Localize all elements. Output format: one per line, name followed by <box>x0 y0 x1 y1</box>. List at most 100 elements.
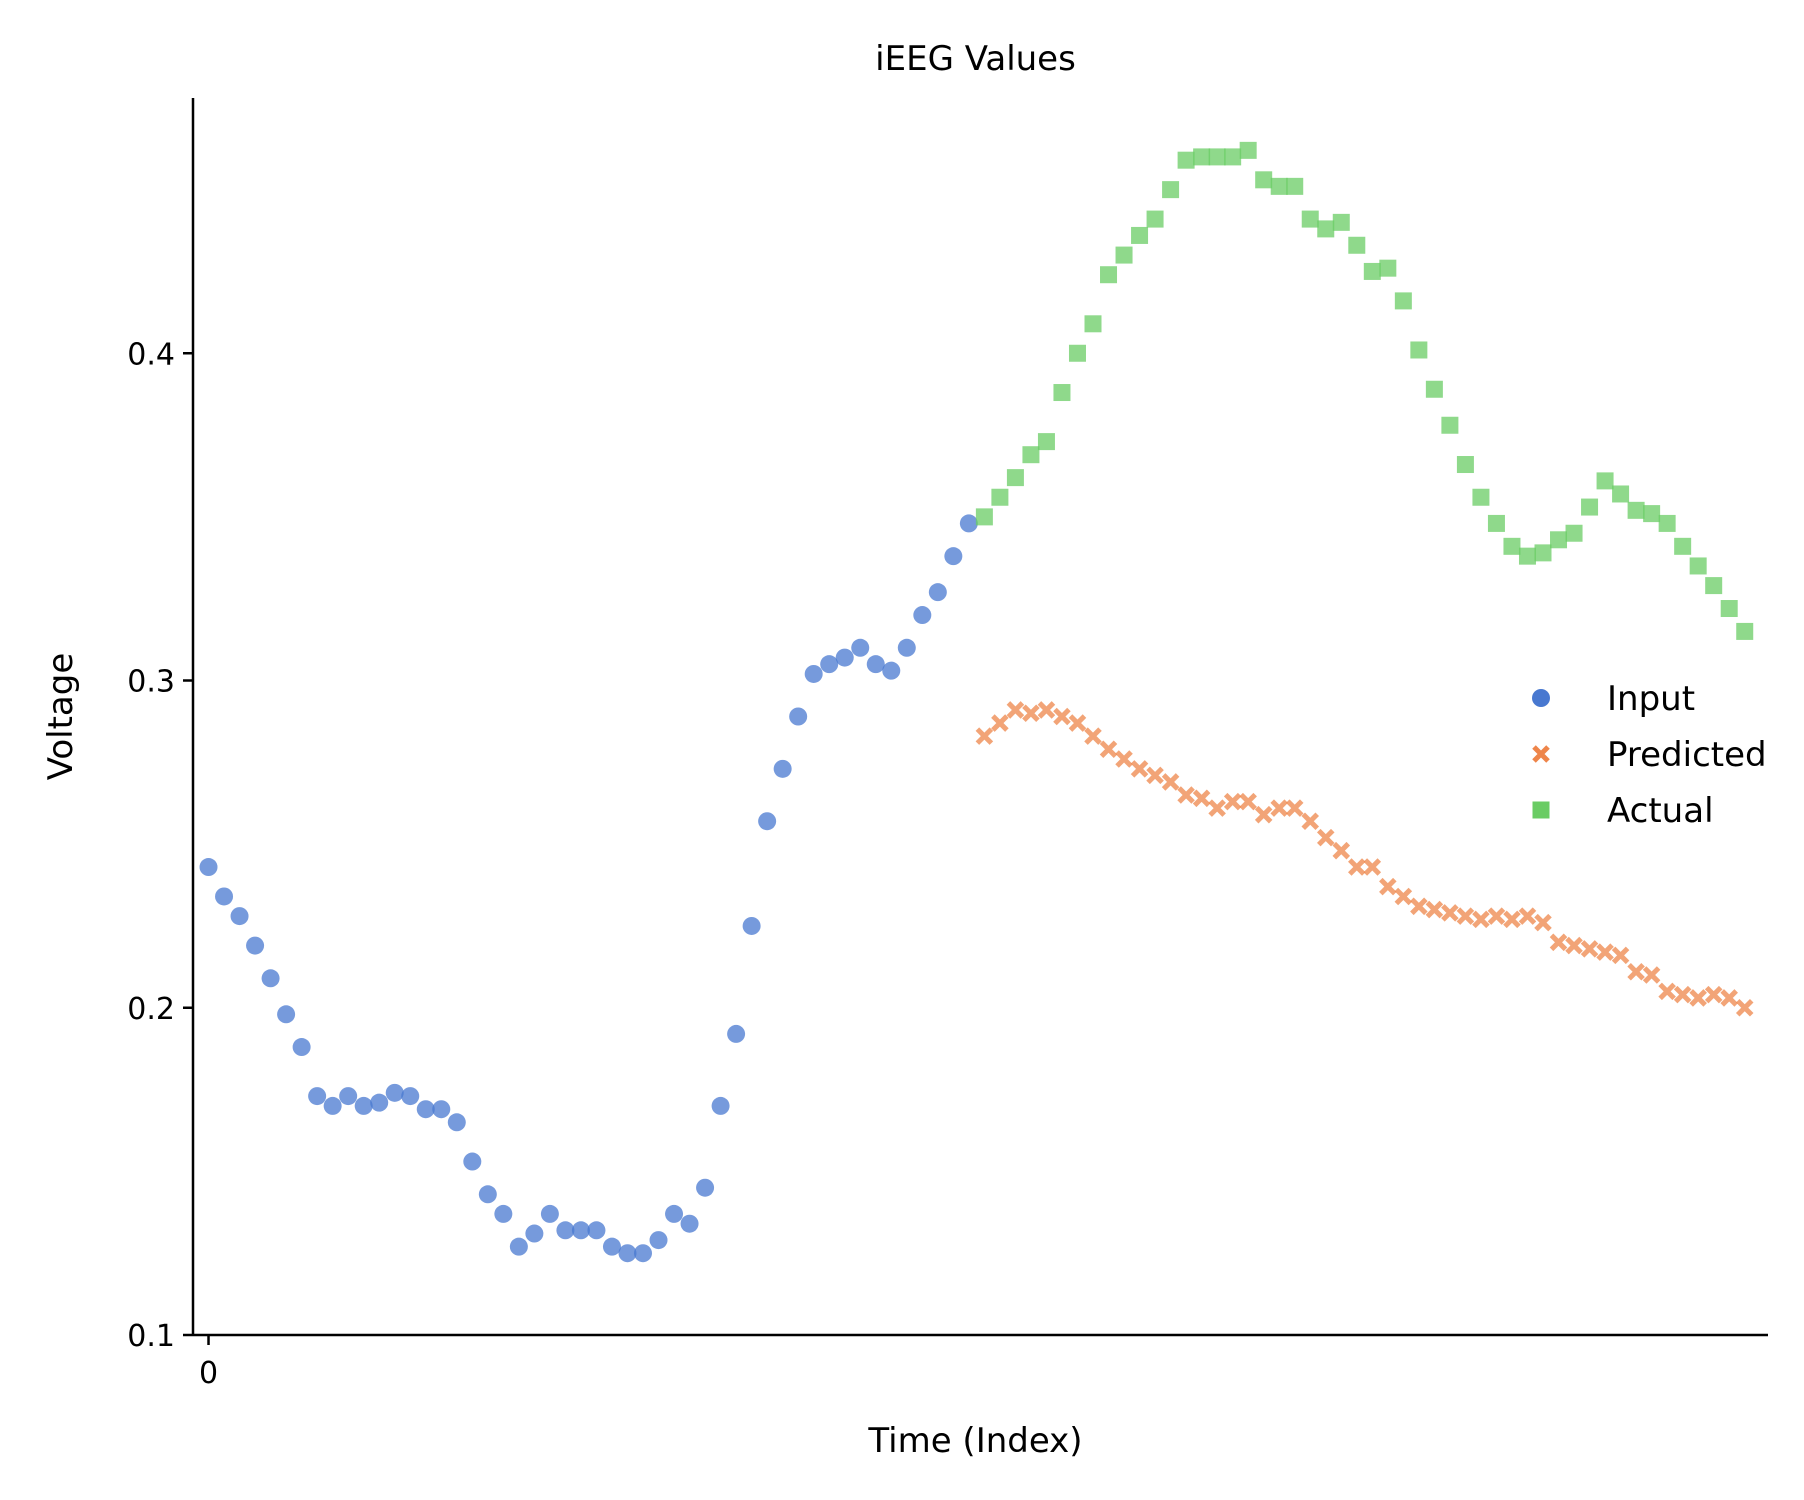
predicted-point <box>1673 985 1692 1004</box>
actual-point <box>1596 472 1614 490</box>
legend-item-predicted: Predicted <box>1532 735 1767 775</box>
input-point <box>416 1100 435 1119</box>
input-point <box>789 707 808 726</box>
y-tick-label: 0.3 <box>127 665 175 700</box>
input-point <box>835 648 854 667</box>
predicted-point <box>1658 982 1676 1001</box>
input-point <box>587 1221 606 1240</box>
axes: 0.1 0.2 0.3 0.4 0 <box>127 98 1768 1391</box>
predicted-point <box>1363 858 1382 876</box>
predicted-point <box>1053 707 1071 726</box>
predicted-point <box>1285 799 1304 817</box>
actual-point <box>1518 547 1536 565</box>
input-point <box>339 1087 358 1106</box>
actual-point <box>1224 148 1242 166</box>
predicted-point <box>1115 750 1133 768</box>
predicted-point <box>1177 786 1195 804</box>
input-point <box>525 1224 544 1243</box>
predicted-point <box>1192 789 1211 808</box>
input-point <box>618 1244 637 1263</box>
predicted-point <box>1348 858 1366 876</box>
y-tick-label: 0.2 <box>127 992 175 1027</box>
predicted-point <box>1549 933 1568 952</box>
input-point <box>804 664 823 683</box>
actual-point <box>1239 141 1257 159</box>
input-point <box>432 1100 451 1119</box>
input-point <box>385 1083 404 1102</box>
predicted-point <box>1611 946 1630 965</box>
actual-point <box>1456 456 1474 474</box>
predicted-point <box>1425 900 1444 919</box>
input-point <box>308 1087 327 1106</box>
input-point <box>649 1231 668 1250</box>
input-point <box>447 1113 466 1132</box>
predicted-point <box>1689 989 1707 1007</box>
input-point <box>665 1204 684 1223</box>
actual-point <box>1658 514 1676 532</box>
actual-point <box>1286 177 1304 195</box>
actual-point <box>1006 469 1024 487</box>
actual-point <box>1162 181 1180 199</box>
input-point <box>540 1204 559 1223</box>
predicted-point <box>1580 940 1599 958</box>
actual-point <box>1643 505 1661 523</box>
predicted-point <box>1146 766 1164 785</box>
actual-point <box>1146 210 1164 228</box>
predicted-point <box>1441 904 1459 922</box>
input-point <box>634 1244 652 1263</box>
predicted-point <box>1068 714 1087 732</box>
actual-point <box>991 488 1009 506</box>
actual-point <box>1565 524 1583 542</box>
predicted-point <box>1487 907 1506 925</box>
legend-label-predicted: Predicted <box>1607 735 1767 775</box>
predicted-point <box>1084 727 1102 745</box>
input-point <box>944 547 963 566</box>
predicted-point <box>1037 701 1056 719</box>
input-point <box>509 1237 528 1256</box>
actual-point <box>1627 501 1645 519</box>
input-point <box>742 916 761 935</box>
actual-point <box>1441 416 1459 434</box>
predicted-point <box>1642 966 1661 984</box>
actual-point <box>1270 177 1288 195</box>
actual-point <box>1177 151 1195 169</box>
input-point <box>215 887 234 906</box>
input-point <box>820 655 839 674</box>
actual-point <box>1255 171 1273 189</box>
input-point <box>246 936 265 955</box>
input-point <box>277 1005 296 1024</box>
input-point <box>913 606 932 625</box>
input-point <box>866 655 885 674</box>
predicted-point <box>1565 936 1583 955</box>
actual-point <box>1084 315 1102 333</box>
actual-point <box>1581 498 1599 516</box>
input-point <box>773 759 792 778</box>
legend-marker-predicted <box>1532 745 1550 763</box>
actual-point <box>1037 433 1055 451</box>
predicted-point <box>1223 792 1242 811</box>
legend: Input Predicted Actual <box>1532 679 1767 831</box>
actual-point <box>1379 259 1397 277</box>
actual-point <box>1363 262 1381 280</box>
actual-point <box>1674 537 1692 555</box>
predicted-point <box>1534 913 1552 932</box>
legend-label-actual: Actual <box>1607 791 1714 831</box>
actual-point <box>1705 577 1723 595</box>
predicted-point <box>1270 799 1288 817</box>
actual-point <box>1332 213 1350 231</box>
input-point <box>928 583 947 602</box>
series-input <box>199 514 978 1263</box>
actual-point <box>1487 514 1505 532</box>
predicted-point <box>1022 704 1040 722</box>
legend-marker-input <box>1532 689 1550 707</box>
input-point <box>354 1096 373 1115</box>
input-point <box>602 1237 621 1256</box>
input-point <box>199 858 218 877</box>
predicted-point <box>1006 701 1025 719</box>
predicted-point <box>1254 805 1273 824</box>
predicted-point <box>975 727 994 745</box>
series-actual <box>975 141 1754 640</box>
predicted-point <box>1332 841 1351 860</box>
actual-point <box>1022 446 1040 464</box>
input-point <box>401 1087 420 1106</box>
